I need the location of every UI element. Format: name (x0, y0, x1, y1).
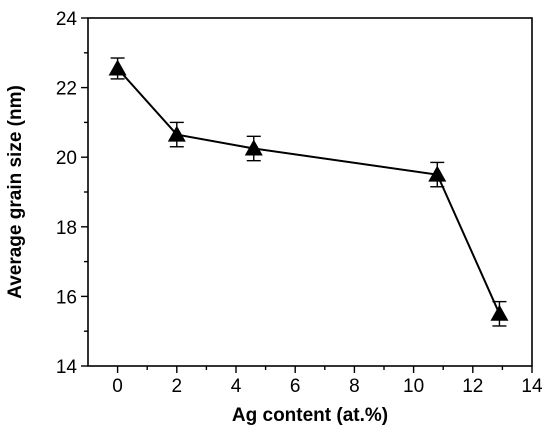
data-point (108, 57, 127, 80)
ticks (81, 17, 533, 373)
x-tick-label: 0 (112, 376, 123, 397)
x-tick-label: 10 (403, 376, 424, 397)
x-tick-label: 6 (290, 376, 301, 397)
y-tick-label: 18 (56, 218, 77, 239)
y-tick-label: 24 (56, 9, 78, 30)
series-line (116, 67, 501, 315)
x-tick-label: 12 (462, 376, 483, 397)
x-tick-label: 14 (521, 376, 543, 397)
triangle-marker (167, 125, 186, 142)
triangle-marker (108, 59, 127, 76)
x-tick-label: 2 (172, 376, 183, 397)
series (108, 57, 509, 327)
x-tick-label: 4 (231, 376, 242, 397)
triangle-marker (490, 304, 509, 321)
x-axis-title: Ag content (at.%) (232, 405, 388, 426)
data-point (244, 135, 263, 162)
y-tick-label: 22 (56, 79, 77, 100)
y-tick-label: 20 (56, 148, 77, 169)
plot-frame (87, 17, 533, 367)
triangle-marker (244, 139, 263, 156)
data-point (490, 300, 509, 327)
y-tick-label: 14 (56, 357, 78, 378)
x-tick-label: 8 (349, 376, 360, 397)
triangle-marker (428, 165, 447, 182)
data-point (428, 161, 447, 188)
data-point (167, 121, 186, 148)
y-tick-label: 16 (56, 287, 77, 308)
y-axis-title: Average grain size (nm) (5, 85, 26, 299)
